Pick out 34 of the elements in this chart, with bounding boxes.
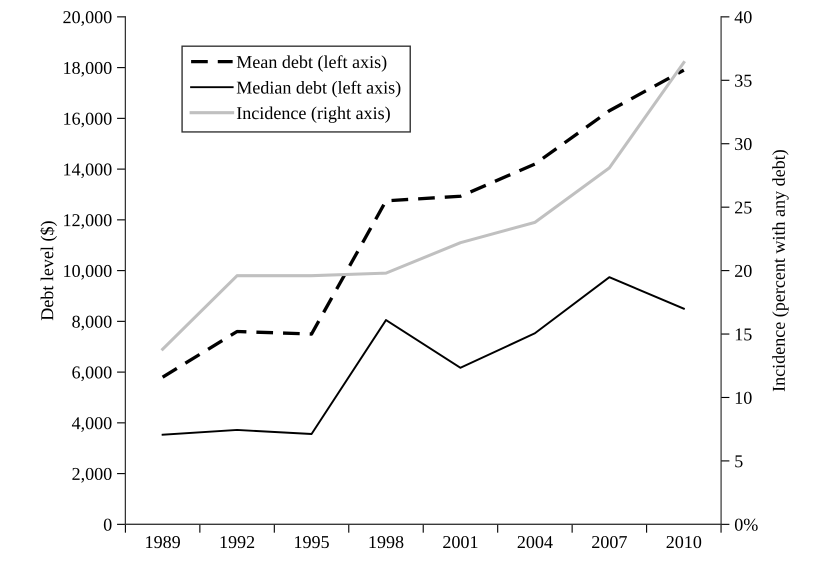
y-tick-label: 4,000 — [72, 417, 112, 432]
y-tick-label: 6,000 — [72, 366, 112, 382]
y-tick-label: 0 — [104, 518, 112, 531]
line-series — [162, 276, 685, 436]
y-tick-label: 14,000 — [64, 163, 112, 178]
x-tick-label: 2004 — [518, 536, 553, 548]
y-tick-label: 16,000 — [64, 112, 112, 128]
x-tick-label: 1998 — [370, 536, 404, 548]
y-tick-label: 20,000 — [63, 11, 112, 26]
y2-tick-label: 0% — [734, 518, 758, 531]
legend-label: Incidence (right axis) — [236, 106, 390, 123]
x-tick-label: 2001 — [443, 536, 478, 548]
y2-tick-label: 25 — [735, 201, 752, 214]
y2-tick-label: 5 — [735, 455, 743, 468]
x-tick-label: 1989 — [146, 536, 180, 548]
y-tick-label: 8,000 — [72, 316, 112, 330]
legend-label: Median debt (left axis) — [236, 80, 400, 98]
y2-tick-label: 40 — [734, 11, 752, 24]
y-tick-label: 2,000 — [72, 468, 112, 483]
y-tick-label: 12,000 — [64, 214, 112, 229]
y-axis-title: Debt level ($) — [40, 221, 57, 320]
x-tick-label: 2010 — [666, 536, 702, 548]
y-tick-label: 10,000 — [64, 264, 112, 280]
x-tick-label: 1992 — [220, 536, 254, 548]
y2-tick-label: 10 — [736, 392, 752, 404]
y2-tick-label: 20 — [735, 264, 752, 278]
y-tick-label: 18,000 — [64, 62, 112, 77]
y2-tick-label: 35 — [735, 74, 752, 87]
y2-axis-title: Incidence (percent with any debt) — [772, 150, 789, 392]
y2-tick-label: 15 — [736, 328, 752, 340]
y2-tick-label: 30 — [735, 138, 752, 150]
x-tick-label: 1995 — [295, 536, 329, 548]
x-tick-label: 2007 — [592, 536, 627, 548]
legend-label: Mean debt (left axis) — [236, 55, 386, 72]
